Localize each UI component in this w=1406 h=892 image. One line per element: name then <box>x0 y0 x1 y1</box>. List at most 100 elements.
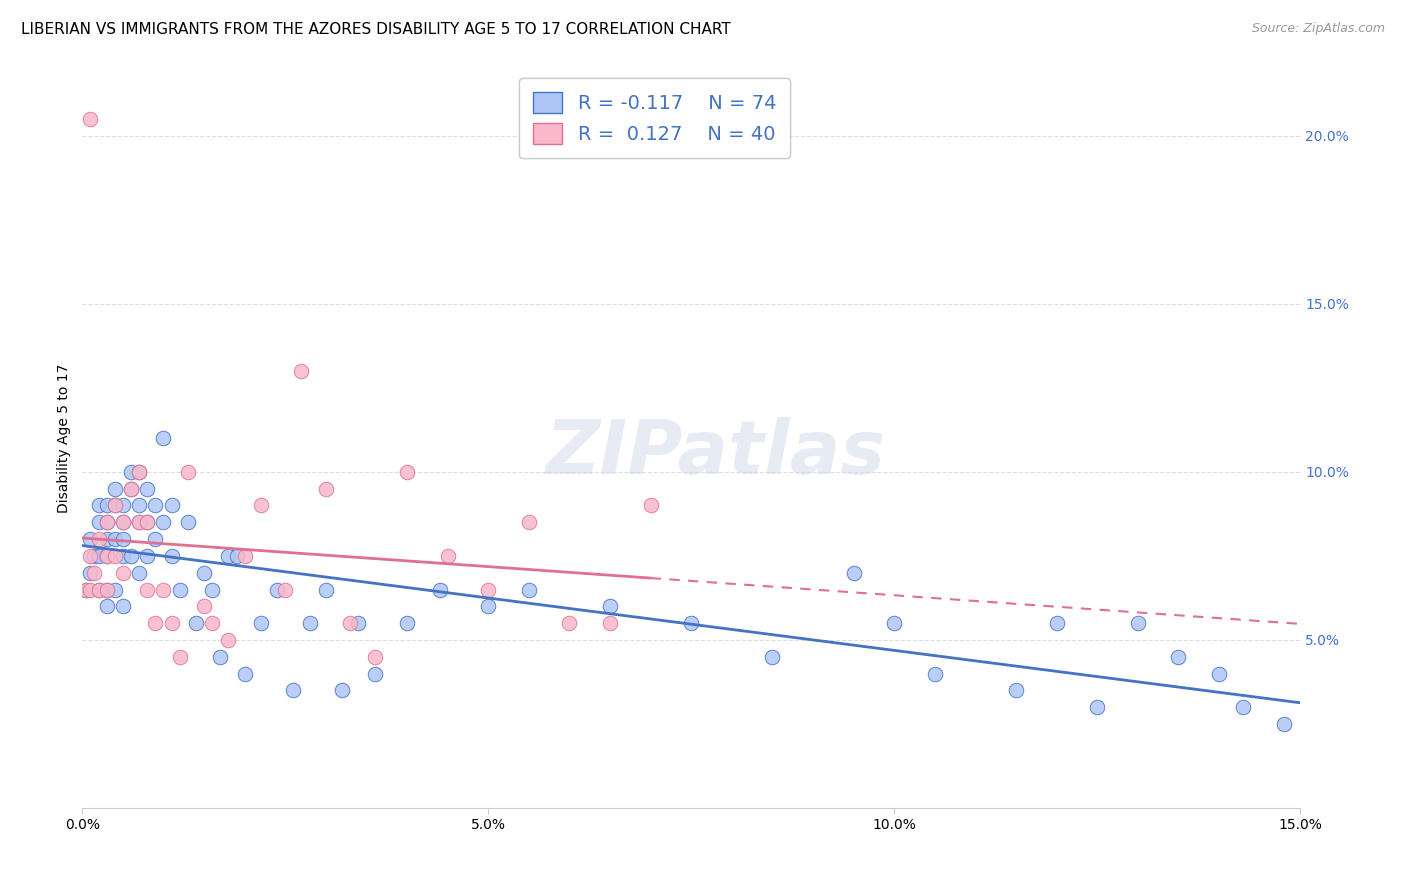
Point <box>136 549 159 563</box>
Point <box>1126 616 1149 631</box>
Point <box>681 616 703 631</box>
Point <box>152 516 174 530</box>
Point <box>558 616 581 631</box>
Point <box>274 582 297 597</box>
Text: LIBERIAN VS IMMIGRANTS FROM THE AZORES DISABILITY AGE 5 TO 17 CORRELATION CHART: LIBERIAN VS IMMIGRANTS FROM THE AZORES D… <box>21 22 731 37</box>
Point <box>136 516 159 530</box>
Point <box>96 499 118 513</box>
Point <box>169 649 191 664</box>
Point <box>143 499 166 513</box>
Point <box>111 499 134 513</box>
Point <box>96 599 118 614</box>
Point <box>201 616 224 631</box>
Point <box>87 582 110 597</box>
Point <box>104 532 127 546</box>
Point <box>79 582 101 597</box>
Point <box>315 582 337 597</box>
Point <box>96 549 118 563</box>
Point <box>111 516 134 530</box>
Point <box>104 582 127 597</box>
Point <box>128 465 150 479</box>
Point <box>233 666 256 681</box>
Point <box>290 364 312 378</box>
Point <box>143 532 166 546</box>
Point <box>363 649 385 664</box>
Point <box>193 599 215 614</box>
Point <box>217 632 239 647</box>
Point <box>128 516 150 530</box>
Point <box>599 616 621 631</box>
Point <box>104 499 127 513</box>
Point <box>75 582 97 597</box>
Point <box>184 616 207 631</box>
Point <box>152 431 174 445</box>
Point <box>128 566 150 580</box>
Point <box>225 549 247 563</box>
Text: Source: ZipAtlas.com: Source: ZipAtlas.com <box>1251 22 1385 36</box>
Point <box>1045 616 1067 631</box>
Point <box>104 499 127 513</box>
Point <box>924 666 946 681</box>
Point <box>87 549 110 563</box>
Legend: R = -0.117    N = 74, R =  0.127    N = 40: R = -0.117 N = 74, R = 0.127 N = 40 <box>519 78 790 158</box>
Point <box>233 549 256 563</box>
Point <box>152 582 174 597</box>
Point <box>1005 683 1028 698</box>
Point <box>83 566 105 580</box>
Point <box>160 616 183 631</box>
Point <box>339 616 361 631</box>
Point <box>517 582 540 597</box>
Point <box>104 549 127 563</box>
Point <box>83 549 105 563</box>
Point <box>250 616 273 631</box>
Point <box>283 683 305 698</box>
Point <box>347 616 370 631</box>
Point <box>128 499 150 513</box>
Point <box>96 516 118 530</box>
Point <box>160 549 183 563</box>
Point <box>96 532 118 546</box>
Point <box>883 616 905 631</box>
Point <box>201 582 224 597</box>
Point <box>120 549 142 563</box>
Point <box>395 616 418 631</box>
Point <box>193 566 215 580</box>
Point <box>111 532 134 546</box>
Point <box>842 566 865 580</box>
Point <box>330 683 353 698</box>
Point <box>87 532 110 546</box>
Point <box>87 582 110 597</box>
Point <box>87 516 110 530</box>
Point <box>169 582 191 597</box>
Point <box>477 582 499 597</box>
Point <box>111 516 134 530</box>
Point <box>111 549 134 563</box>
Point <box>128 465 150 479</box>
Point <box>136 516 159 530</box>
Point <box>79 566 101 580</box>
Point <box>363 666 385 681</box>
Point <box>1272 717 1295 731</box>
Y-axis label: Disability Age 5 to 17: Disability Age 5 to 17 <box>58 364 72 513</box>
Point <box>209 649 232 664</box>
Point <box>79 112 101 126</box>
Point <box>111 599 134 614</box>
Point <box>436 549 458 563</box>
Point <box>136 582 159 597</box>
Point <box>143 616 166 631</box>
Point <box>217 549 239 563</box>
Point <box>96 516 118 530</box>
Point <box>315 482 337 496</box>
Point <box>120 465 142 479</box>
Point <box>120 482 142 496</box>
Point <box>96 582 118 597</box>
Point <box>128 516 150 530</box>
Point <box>640 499 662 513</box>
Point <box>136 482 159 496</box>
Point <box>79 532 101 546</box>
Point <box>429 582 451 597</box>
Point <box>266 582 288 597</box>
Text: ZIPatlas: ZIPatlas <box>546 417 886 490</box>
Point <box>96 549 118 563</box>
Point <box>1208 666 1230 681</box>
